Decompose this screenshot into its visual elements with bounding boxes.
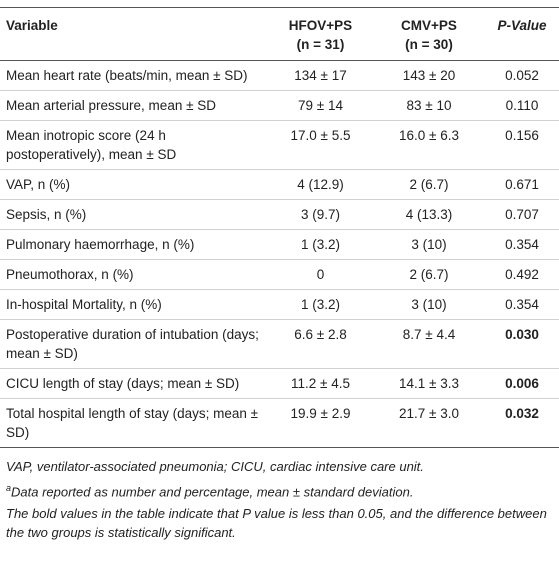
- value-cell: 3 (9.7): [268, 199, 373, 230]
- value-cell: 3 (10): [373, 229, 485, 260]
- value-cell: 143 ± 20: [373, 60, 485, 91]
- results-table: Variable HFOV+PS (n = 31) CMV+PS (n = 30) …: [0, 7, 559, 448]
- footnote: aData reported as number and percentage,…: [6, 479, 553, 501]
- p-value-cell: 0.492: [485, 259, 559, 290]
- footnote-marker: a: [6, 483, 12, 493]
- value-cell: 83 ± 10: [373, 90, 485, 121]
- value-cell: 134 ± 17: [268, 60, 373, 91]
- variable-cell: Mean arterial pressure, mean ± SD: [0, 90, 268, 121]
- value-cell: 2 (6.7): [373, 169, 485, 200]
- value-cell: 8.7 ± 4.4: [373, 319, 485, 369]
- p-value-cell: 0.354: [485, 229, 559, 260]
- p-value-cell: 0.671: [485, 169, 559, 200]
- header-cell: CMV+PS (n = 30): [373, 7, 485, 61]
- variable-cell: In-hospital Mortality, n (%): [0, 289, 268, 320]
- value-cell: 21.7 ± 3.0: [373, 398, 485, 448]
- table-row: Pneumothorax, n (%) 0 2 (6.7) 0.492: [0, 259, 559, 290]
- variable-cell: Mean heart rate (beats/min, mean ± SD): [0, 60, 268, 91]
- variable-cell: Total hospital length of stay (days; mea…: [0, 398, 268, 448]
- table-row: In-hospital Mortality, n (%) 1 (3.2) 3 (10…: [0, 289, 559, 320]
- p-value-cell: 0.110: [485, 90, 559, 121]
- p-value-cell: 0.707: [485, 199, 559, 230]
- value-cell: 4 (12.9): [268, 169, 373, 200]
- footnote-text: Data reported as number and percentage, …: [11, 484, 414, 500]
- variable-cell: Sepsis, n (%): [0, 199, 268, 230]
- table-header: Variable HFOV+PS (n = 31) CMV+PS (n = 30) …: [0, 7, 559, 61]
- table-row: Mean heart rate (beats/min, mean ± SD) 13…: [0, 60, 559, 91]
- table-row: VAP, n (%) 4 (12.9) 2 (6.7) 0.671: [0, 169, 559, 200]
- p-value-cell: 0.354: [485, 289, 559, 320]
- value-cell: 0: [268, 259, 373, 290]
- variable-cell: VAP, n (%): [0, 169, 268, 200]
- value-cell: 16.0 ± 6.3: [373, 120, 485, 170]
- value-cell: 14.1 ± 3.3: [373, 368, 485, 399]
- header-text: (n = 30): [405, 37, 453, 52]
- p-value-cell: 0.032: [485, 398, 559, 448]
- value-cell: 1 (3.2): [268, 289, 373, 320]
- variable-cell: Pulmonary haemorrhage, n (%): [0, 229, 268, 260]
- table-row: Mean arterial pressure, mean ± SD 79 ± 14…: [0, 90, 559, 121]
- header-text: (n = 31): [296, 37, 345, 52]
- header-text: CMV+PS: [401, 18, 457, 33]
- value-cell: 6.6 ± 2.8: [268, 319, 373, 369]
- table-row: Total hospital length of stay (days; mea…: [0, 398, 559, 448]
- header-cell: Variable: [0, 7, 268, 61]
- value-cell: 17.0 ± 5.5: [268, 120, 373, 170]
- header-row: Variable HFOV+PS (n = 31) CMV+PS (n = 30) …: [0, 7, 559, 61]
- value-cell: 4 (13.3): [373, 199, 485, 230]
- footnotes: VAP, ventilator-associated pneumonia; CI…: [0, 448, 559, 542]
- variable-cell: Pneumothorax, n (%): [0, 259, 268, 290]
- header-text: HFOV+PS: [288, 18, 353, 33]
- table-row: Mean inotropic score (24 h postoperative…: [0, 120, 559, 170]
- value-cell: 1 (3.2): [268, 229, 373, 260]
- value-cell: 79 ± 14: [268, 90, 373, 121]
- table-container: Variable HFOV+PS (n = 31) CMV+PS (n = 30) …: [0, 7, 559, 542]
- value-cell: 19.9 ± 2.9: [268, 398, 373, 448]
- header-cell: P-Value: [485, 7, 559, 61]
- value-cell: 2 (6.7): [373, 259, 485, 290]
- value-cell: 3 (10): [373, 289, 485, 320]
- variable-cell: Mean inotropic score (24 h postoperative…: [0, 120, 268, 170]
- table-body: Mean heart rate (beats/min, mean ± SD) 13…: [0, 60, 559, 448]
- p-value-cell: 0.030: [485, 319, 559, 369]
- variable-cell: CICU length of stay (days; mean ± SD): [0, 368, 268, 399]
- footnote: The bold values in the table indicate th…: [6, 506, 547, 541]
- p-value-cell: 0.052: [485, 60, 559, 91]
- value-cell: 11.2 ± 4.5: [268, 368, 373, 399]
- table-row: Sepsis, n (%) 3 (9.7) 4 (13.3) 0.707: [0, 199, 559, 230]
- header-cell: HFOV+PS (n = 31): [268, 7, 373, 61]
- table-row: Pulmonary haemorrhage, n (%) 1 (3.2) 3 (10…: [0, 229, 559, 260]
- footnote: VAP, ventilator-associated pneumonia; CI…: [6, 459, 424, 474]
- variable-cell: Postoperative duration of intubation (da…: [0, 319, 268, 369]
- p-value-cell: 0.006: [485, 368, 559, 399]
- p-value-cell: 0.156: [485, 120, 559, 170]
- table-row: CICU length of stay (days; mean ± SD) 11.…: [0, 368, 559, 399]
- table-row: Postoperative duration of intubation (da…: [0, 319, 559, 369]
